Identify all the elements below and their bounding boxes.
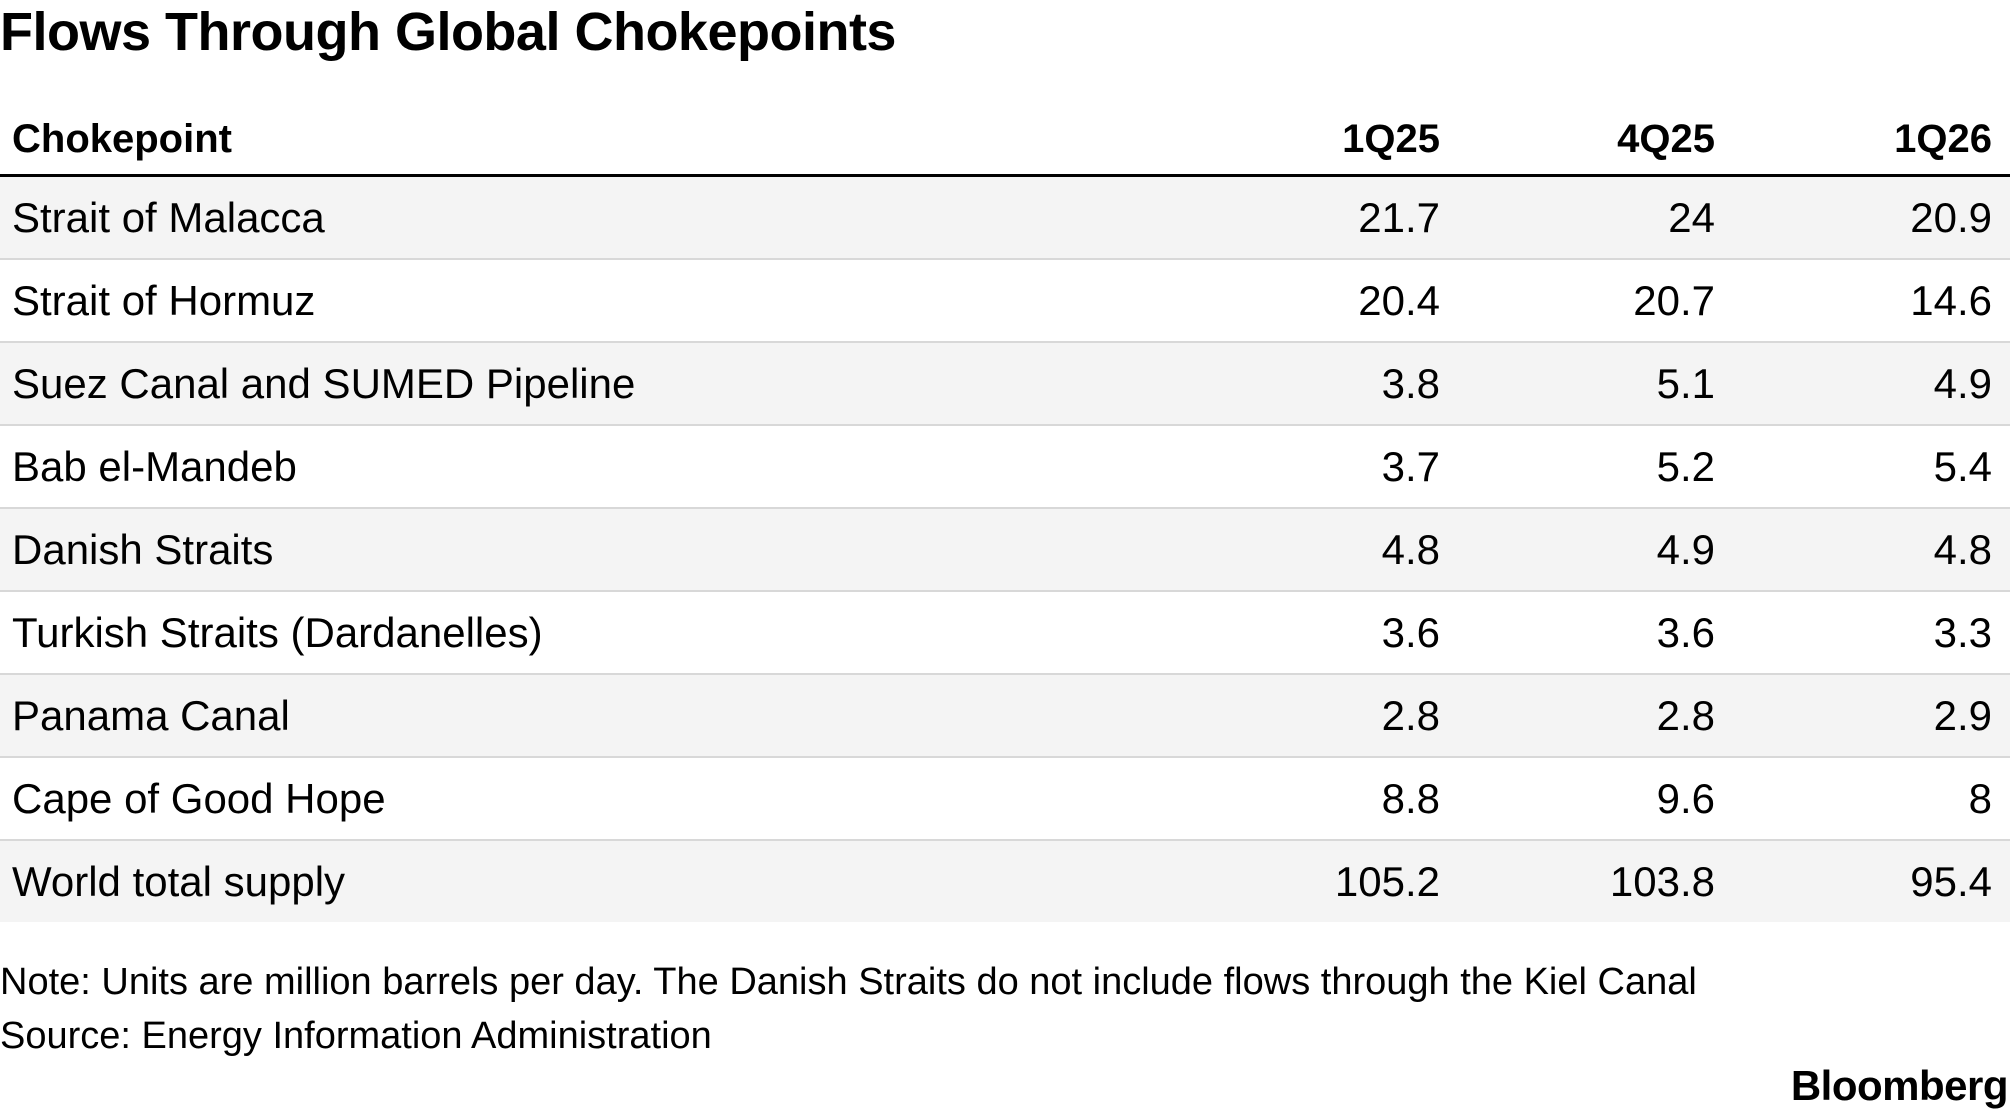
cell-4q25-value: 24 bbox=[1458, 175, 1733, 260]
cell-chokepoint-name: Panama Canal bbox=[0, 674, 1200, 758]
cell-chokepoint-name: World total supply bbox=[0, 840, 1200, 922]
chart-title: Flows Through Global Chokepoints bbox=[0, 2, 896, 62]
table-row: Panama Canal 2.8 2.8 2.9 bbox=[0, 674, 2010, 758]
cell-4q25-value: 3.6 bbox=[1458, 591, 1733, 675]
cell-4q25-value: 9.6 bbox=[1458, 757, 1733, 841]
chokepoint-table: Chokepoint 1Q25 4Q25 1Q26 Strait of Mala… bbox=[0, 104, 2010, 922]
cell-1q25-value: 3.6 bbox=[1200, 591, 1458, 675]
bloomberg-logo: Bloomberg bbox=[1790, 1062, 2009, 1109]
table-row: World total supply 105.2 103.8 95.4 bbox=[0, 840, 2010, 922]
table-row: Turkish Straits (Dardanelles) 3.6 3.6 3.3 bbox=[0, 591, 2010, 675]
units-note: Note: Units are million barrels per day.… bbox=[0, 961, 1697, 1003]
cell-1q25-value: 3.8 bbox=[1200, 342, 1458, 426]
cell-chokepoint-name: Danish Straits bbox=[0, 508, 1200, 592]
cell-1q25-value: 8.8 bbox=[1200, 757, 1458, 841]
table-header-row: Chokepoint 1Q25 4Q25 1Q26 bbox=[0, 104, 2010, 177]
cell-4q25-value: 5.2 bbox=[1458, 425, 1733, 509]
column-header-1q26: 1Q26 bbox=[1733, 104, 2010, 177]
cell-1q26-value: 95.4 bbox=[1733, 840, 2010, 922]
cell-1q26-value: 4.9 bbox=[1733, 342, 2010, 426]
cell-1q25-value: 4.8 bbox=[1200, 508, 1458, 592]
source-note: Source: Energy Information Administratio… bbox=[0, 1015, 712, 1057]
table-row: Strait of Malacca 21.7 24 20.9 bbox=[0, 175, 2010, 260]
cell-chokepoint-name: Cape of Good Hope bbox=[0, 757, 1200, 841]
cell-chokepoint-name: Suez Canal and SUMED Pipeline bbox=[0, 342, 1200, 426]
cell-chokepoint-name: Turkish Straits (Dardanelles) bbox=[0, 591, 1200, 675]
table-row: Suez Canal and SUMED Pipeline 3.8 5.1 4.9 bbox=[0, 342, 2010, 426]
cell-1q25-value: 21.7 bbox=[1200, 175, 1458, 260]
cell-1q26-value: 14.6 bbox=[1733, 259, 2010, 343]
cell-4q25-value: 4.9 bbox=[1458, 508, 1733, 592]
column-header-1q25: 1Q25 bbox=[1200, 104, 1458, 177]
cell-4q25-value: 20.7 bbox=[1458, 259, 1733, 343]
column-header-chokepoint: Chokepoint bbox=[0, 104, 1200, 177]
table-row: Cape of Good Hope 8.8 9.6 8 bbox=[0, 757, 2010, 841]
table-body: Strait of Malacca 21.7 24 20.9 Strait of Hor… bbox=[0, 175, 2010, 922]
cell-1q26-value: 5.4 bbox=[1733, 425, 2010, 509]
footnotes: Note: Units are million barrels per day.… bbox=[0, 955, 1697, 1063]
cell-1q25-value: 3.7 bbox=[1200, 425, 1458, 509]
column-header-4q25: 4Q25 bbox=[1458, 104, 1733, 177]
cell-4q25-value: 2.8 bbox=[1458, 674, 1733, 758]
table-row: Strait of Hormuz 20.4 20.7 14.6 bbox=[0, 259, 2010, 343]
cell-1q25-value: 2.8 bbox=[1200, 674, 1458, 758]
cell-1q26-value: 8 bbox=[1733, 757, 2010, 841]
cell-1q26-value: 4.8 bbox=[1733, 508, 2010, 592]
cell-1q26-value: 20.9 bbox=[1733, 175, 2010, 260]
cell-1q26-value: 2.9 bbox=[1733, 674, 2010, 758]
cell-chokepoint-name: Strait of Malacca bbox=[0, 175, 1200, 260]
table-row: Bab el-Mandeb 3.7 5.2 5.4 bbox=[0, 425, 2010, 509]
cell-4q25-value: 103.8 bbox=[1458, 840, 1733, 922]
cell-1q25-value: 20.4 bbox=[1200, 259, 1458, 343]
table-row: Danish Straits 4.8 4.9 4.8 bbox=[0, 508, 2010, 592]
cell-chokepoint-name: Strait of Hormuz bbox=[0, 259, 1200, 343]
cell-4q25-value: 5.1 bbox=[1458, 342, 1733, 426]
cell-chokepoint-name: Bab el-Mandeb bbox=[0, 425, 1200, 509]
cell-1q25-value: 105.2 bbox=[1200, 840, 1458, 922]
cell-1q26-value: 3.3 bbox=[1733, 591, 2010, 675]
data-table-container: Chokepoint 1Q25 4Q25 1Q26 Strait of Mala… bbox=[0, 104, 2010, 922]
